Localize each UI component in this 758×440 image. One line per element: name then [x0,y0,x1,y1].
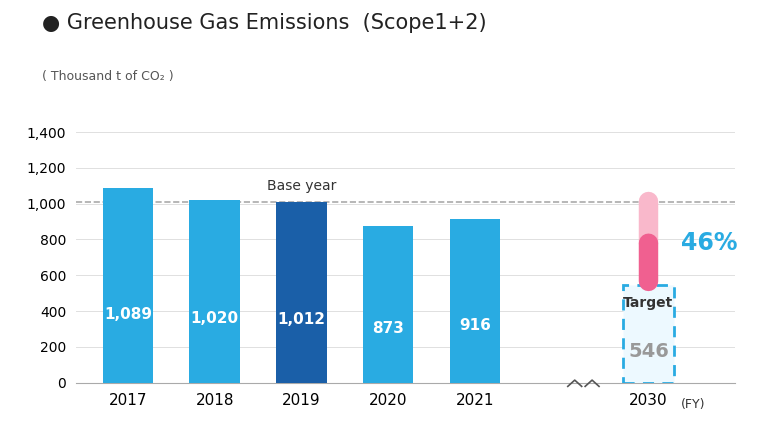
Bar [190,200,240,383]
Text: 546: 546 [628,342,669,361]
Text: Base year: Base year [267,180,336,194]
Text: 916: 916 [459,318,491,333]
Text: (FY): (FY) [681,398,705,411]
Text: 873: 873 [372,321,404,336]
Text: 1,012: 1,012 [277,312,325,327]
Text: 1,089: 1,089 [104,307,152,322]
Bar [102,188,153,383]
Text: 1,020: 1,020 [190,312,239,326]
Bar [623,285,674,383]
Bar [449,219,500,383]
Bar [276,202,327,383]
Bar [363,227,413,383]
Text: ● Greenhouse Gas Emissions  (Scope1+2): ● Greenhouse Gas Emissions (Scope1+2) [42,13,487,33]
Text: ( Thousand t of CO₂ ): ( Thousand t of CO₂ ) [42,70,174,84]
Text: 46%: 46% [681,231,738,255]
Text: Target: Target [623,296,674,310]
